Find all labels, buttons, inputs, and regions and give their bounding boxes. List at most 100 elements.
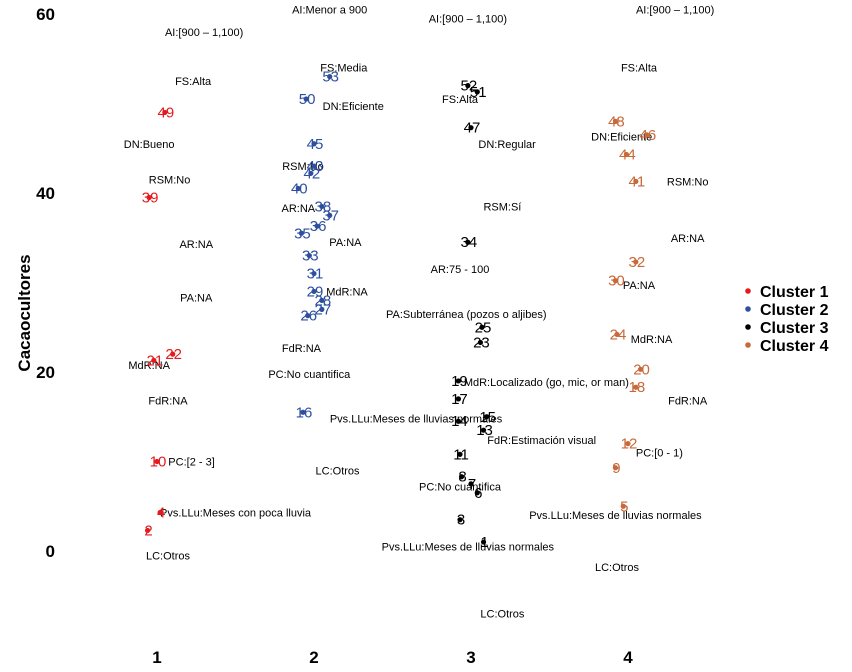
data-point bbox=[327, 212, 333, 218]
category-annotation: FS:Alta bbox=[442, 94, 479, 106]
data-point bbox=[305, 313, 311, 319]
data-point bbox=[457, 451, 463, 457]
data-point-label: 23 bbox=[473, 334, 490, 351]
category-annotation: FS:Media bbox=[320, 63, 368, 75]
category-annotation: LC:Otros bbox=[595, 562, 640, 574]
data-point-label: 6 bbox=[474, 485, 482, 502]
category-annotation: FdR:Estimación visual bbox=[487, 435, 596, 447]
legend-marker bbox=[745, 324, 751, 330]
category-annotation: FS:Alta bbox=[621, 63, 658, 75]
category-annotation: AR:NA bbox=[671, 233, 705, 245]
y-tick-label: 40 bbox=[36, 184, 55, 203]
category-annotation: PA:NA bbox=[623, 280, 656, 292]
data-point bbox=[314, 223, 320, 229]
category-annotation: AI:[900 – 1,100) bbox=[165, 27, 243, 39]
data-point bbox=[308, 170, 314, 176]
data-point-label: 16 bbox=[296, 404, 313, 421]
data-point bbox=[144, 527, 151, 534]
data-point-label: 4 bbox=[157, 505, 165, 522]
data-point-label: 53 bbox=[322, 69, 339, 86]
data-point-label: 36 bbox=[310, 218, 327, 235]
x-tick-label: 2 bbox=[309, 648, 318, 667]
data-point-label: 37 bbox=[322, 207, 339, 224]
category-annotation: RSM:Sí bbox=[483, 201, 521, 213]
data-point-label: 10 bbox=[150, 454, 167, 471]
data-point bbox=[455, 378, 462, 384]
y-axis: 0 20 40 60 bbox=[36, 5, 55, 561]
y-tick-label: 20 bbox=[36, 363, 55, 382]
x-tick-label: 3 bbox=[466, 648, 475, 667]
data-points: 4939222110425350454342403837363533312928… bbox=[142, 69, 656, 551]
data-point-label: 31 bbox=[307, 266, 324, 283]
category-annotations: AI:[900 – 1,100) FS:Alta DN:Bueno RSM:No AR:… bbox=[124, 5, 714, 621]
data-point bbox=[633, 259, 639, 265]
data-point bbox=[612, 118, 619, 124]
data-point-label: 29 bbox=[307, 283, 324, 300]
data-point-label: 17 bbox=[451, 391, 468, 408]
data-point bbox=[465, 83, 471, 89]
category-annotation: MdR:Localizado (go, mic, or man) bbox=[464, 377, 629, 389]
data-point-label: 45 bbox=[307, 136, 324, 153]
data-point bbox=[465, 239, 471, 245]
data-point-label: 38 bbox=[315, 198, 332, 215]
data-point-label: 34 bbox=[461, 234, 478, 251]
data-point-label: 22 bbox=[165, 346, 182, 363]
data-point-label: 5 bbox=[620, 498, 628, 515]
data-point bbox=[457, 517, 463, 523]
category-annotation: AI:Menor a 900 bbox=[292, 5, 367, 17]
data-point bbox=[623, 151, 630, 158]
data-point-label: 44 bbox=[619, 147, 636, 164]
data-point-label: 40 bbox=[291, 181, 308, 198]
data-point bbox=[327, 74, 333, 80]
x-tick-label: 4 bbox=[623, 648, 633, 667]
category-annotation: PA:NA bbox=[329, 237, 362, 249]
data-point bbox=[468, 481, 474, 487]
category-annotation: PC:[0 - 1) bbox=[636, 448, 683, 460]
data-point bbox=[477, 339, 484, 346]
category-annotation: RSM:No bbox=[149, 175, 191, 187]
legend-label: Cluster 4 bbox=[760, 338, 829, 355]
category-annotation: AI:[900 – 1,100) bbox=[636, 5, 714, 17]
data-point bbox=[151, 357, 157, 363]
data-point-label: 46 bbox=[639, 127, 656, 144]
data-point bbox=[319, 297, 325, 303]
x-tick-label: 1 bbox=[152, 648, 161, 667]
category-annotation: DN:Regular bbox=[478, 139, 536, 151]
category-annotation: PC:No cuantifica bbox=[419, 482, 502, 494]
data-point bbox=[170, 351, 176, 357]
data-point-label: 19 bbox=[451, 373, 468, 390]
category-annotation: LC:Otros bbox=[146, 550, 191, 562]
data-point bbox=[633, 384, 639, 390]
data-point bbox=[298, 230, 305, 236]
data-point bbox=[637, 366, 644, 372]
data-point-label: 42 bbox=[304, 165, 321, 182]
legend-marker bbox=[745, 342, 751, 348]
category-annotation: FdR:NA bbox=[282, 343, 322, 355]
data-point bbox=[311, 288, 317, 295]
data-point-label: 47 bbox=[464, 120, 481, 137]
category-annotation: DN:Eficiente bbox=[591, 132, 652, 144]
data-point-label: 33 bbox=[302, 248, 319, 265]
data-point bbox=[480, 427, 487, 433]
data-point-label: 39 bbox=[142, 189, 159, 206]
data-point-label: 49 bbox=[158, 104, 175, 121]
category-annotation: RSM:No bbox=[667, 176, 709, 188]
data-point-label: 26 bbox=[300, 308, 317, 325]
data-point-label: 14 bbox=[451, 413, 468, 430]
data-point bbox=[311, 141, 317, 147]
data-point-label: 21 bbox=[147, 352, 164, 369]
data-point bbox=[162, 109, 168, 116]
data-point-label: 2 bbox=[144, 522, 152, 539]
data-point bbox=[306, 253, 312, 259]
x-axis: 1 2 3 4 bbox=[152, 648, 633, 667]
category-annotation: AR:75 - 100 bbox=[431, 264, 490, 276]
data-point bbox=[633, 178, 639, 184]
y-tick-label: 0 bbox=[46, 542, 55, 561]
data-point-label: 50 bbox=[299, 91, 316, 108]
data-point bbox=[479, 324, 485, 330]
data-point bbox=[458, 474, 465, 480]
data-point-label: 28 bbox=[315, 292, 332, 309]
data-point-label: 1 bbox=[480, 534, 488, 551]
data-point bbox=[300, 409, 306, 415]
